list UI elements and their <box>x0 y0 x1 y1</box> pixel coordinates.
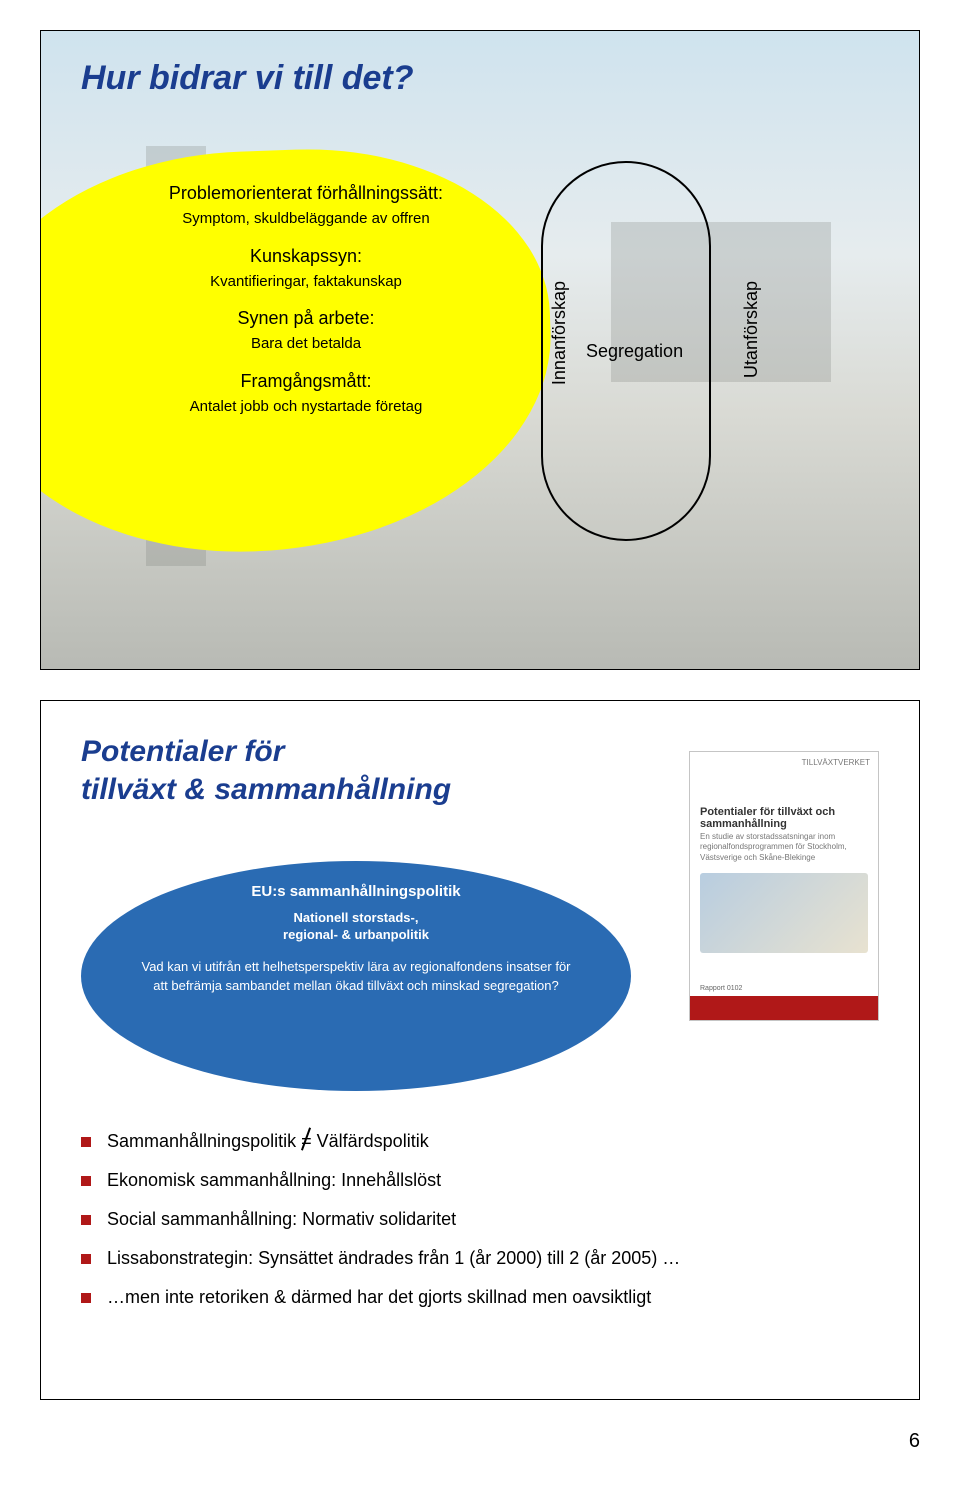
report-red-bar <box>690 996 878 1020</box>
line-b-head: Kunskapssyn: <box>91 244 521 268</box>
bullet-3: Social sammanhållning: Normativ solidari… <box>81 1209 871 1230</box>
line-d-head: Framgångsmått: <box>91 369 521 393</box>
report-footer: Rapport 0102 <box>700 985 868 992</box>
oval-line2a: Nationell storstads-, <box>294 910 419 925</box>
blue-oval: EU:s sammanhållningspolitik Nationell st… <box>81 861 631 1091</box>
slide1-title: Hur bidrar vi till det? <box>81 59 413 98</box>
slide1-body-text: Problemorienterat förhållningssätt: Symp… <box>91 181 521 431</box>
bullet-2: Ekonomisk sammanhållning: Innehållslöst <box>81 1170 871 1191</box>
slide2-title-line1: Potentialer för <box>81 735 284 768</box>
bullet-1: Sammanhållningspolitik = Välfärdspolitik <box>81 1131 871 1152</box>
bullet-5: …men inte retoriken & därmed har det gjo… <box>81 1287 871 1308</box>
report-image-placeholder <box>700 873 868 953</box>
oval-line1: EU:s sammanhållningspolitik <box>81 883 631 900</box>
report-cover-thumbnail: TILLVÄXTVERKET Potentialer för tillväxt … <box>689 751 879 1021</box>
report-subtitle: En studie av storstadssatsningar inom re… <box>690 832 878 863</box>
slide2-title-line2: tillväxt & sammanhållning <box>81 773 451 806</box>
oval-line2b: regional- & urbanpolitik <box>283 927 429 942</box>
bullet-list: Sammanhållningspolitik = Välfärdspolitik… <box>81 1131 871 1326</box>
label-utanforskap: Utanförskap <box>741 281 762 378</box>
slide-2: Potentialer för tillväxt & sammanhållnin… <box>40 700 920 1400</box>
label-innanforskap: Innanförskap <box>549 281 570 385</box>
line-c-head: Synen på arbete: <box>91 306 521 330</box>
line-a-head: Problemorienterat förhållningssätt: <box>91 181 521 205</box>
page-number: 6 <box>40 1430 920 1453</box>
oval-line2: Nationell storstads-, regional- & urbanp… <box>81 910 631 944</box>
bullet-1a: Sammanhållningspolitik <box>107 1131 301 1151</box>
slide-1: Hur bidrar vi till det? Problemorientera… <box>40 30 920 670</box>
oval-line3: Vad kan vi utifrån ett helhetsperspektiv… <box>81 958 631 996</box>
line-b-sub: Kvantifieringar, faktakunskap <box>91 272 521 292</box>
line-a-sub: Symptom, skuldbeläggande av offren <box>91 209 521 229</box>
bullet-4: Lissabonstrategin: Synsättet ändrades fr… <box>81 1248 871 1269</box>
slide2-title: Potentialer för tillväxt & sammanhållnin… <box>81 733 451 808</box>
report-agency: TILLVÄXTVERKET <box>690 752 878 800</box>
not-equal-sign: = <box>301 1131 312 1152</box>
bullet-1b: Välfärdspolitik <box>317 1131 429 1151</box>
label-segregation: Segregation <box>586 341 683 362</box>
line-c-sub: Bara det betalda <box>91 334 521 354</box>
report-title: Potentialer för tillväxt och sammanhålln… <box>690 800 878 832</box>
line-d-sub: Antalet jobb och nystartade företag <box>91 397 521 417</box>
